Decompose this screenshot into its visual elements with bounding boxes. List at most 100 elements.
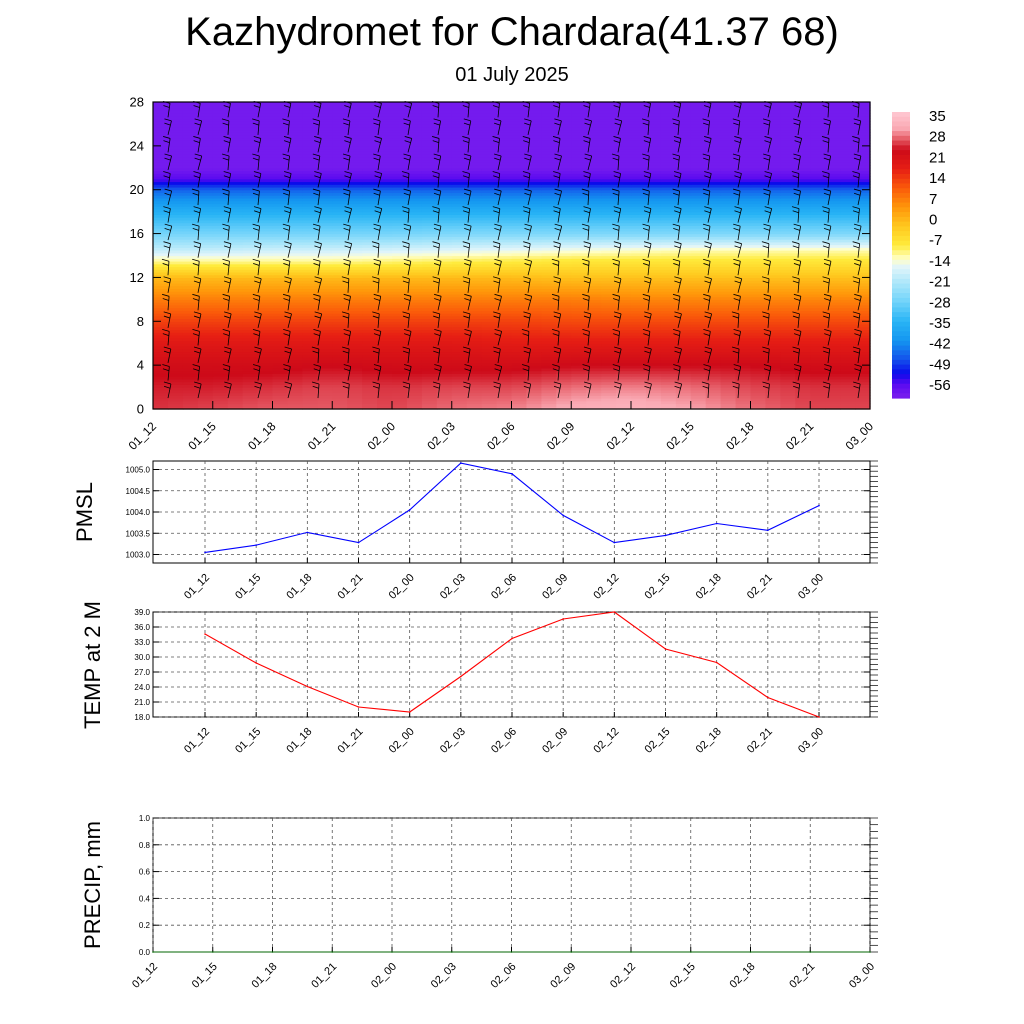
temperature-cell [631,123,647,128]
temperature-cell [182,192,199,196]
temperature-cell [332,129,348,133]
temperature-cell [511,351,528,355]
temperature-cell [541,274,557,279]
temperature-cell [616,192,632,196]
temperature-cell [466,263,483,268]
temperature-cell [436,258,453,262]
temperature-cell [287,285,303,289]
temperature-cell [392,293,408,298]
temperature-cell [840,189,856,194]
temperature-cell [690,376,707,380]
temperature-cell [735,315,752,320]
temperature-cell [601,203,617,207]
temperature-cell [720,340,737,344]
temperature-cell [347,310,363,314]
temperature-cell [810,376,826,380]
temperature-cell [780,129,796,133]
temperature-cell [855,291,871,295]
temperature-cell [227,173,244,177]
temperature-cell [421,236,438,240]
temperature-cell [421,376,438,380]
temperature-cell [392,145,408,150]
temperature-cell [167,304,184,309]
temperature-cell [332,403,348,407]
temperature-cell [810,192,826,196]
temperature-cell [153,250,169,254]
temperature-cell [765,258,781,262]
temperature-cell [795,173,811,177]
temperature-cell [616,326,632,331]
temperature-cell [645,310,662,314]
temperature-cell [347,123,363,128]
temperature-cell [227,162,244,166]
temperature-cell [421,362,438,366]
temperature-cell [332,389,348,394]
temperature-cell [690,140,707,144]
temperature-cell [317,274,333,279]
temperature-cell [227,285,244,289]
temperature-cell [153,197,169,202]
temperature-cell [556,321,572,325]
temperature-cell [257,123,274,128]
temperature-cell [197,239,214,243]
temperature-cell [511,296,528,300]
temperature-cell [675,170,692,174]
temperature-cell [362,192,378,196]
temperature-cell [690,156,707,161]
temperature-cell [556,356,572,361]
temperature-cell [436,151,453,155]
temperature-cell [242,277,259,281]
temperature-cell [526,137,542,141]
temperature-cell [392,340,408,344]
temperature-cell [780,192,796,196]
temperature-cell [377,203,393,207]
temperature-cell [496,376,513,380]
temperature-cell [302,362,318,366]
temperature-cell [436,239,453,243]
temperature-cell [421,348,438,353]
temperature-cell [855,195,871,199]
temperature-cell [167,282,184,287]
temperature-cell [795,255,811,259]
temperature-cell [347,239,363,243]
temperature-cell [332,225,348,229]
temperature-cell [436,285,453,289]
temperature-cell [496,219,513,224]
temperature-cell [720,293,737,298]
temperature-cell [780,123,796,128]
temperature-cell [690,208,707,213]
temperature-cell [167,302,184,306]
temperature-cell [601,217,617,221]
temperature-cell [780,266,796,270]
temperature-cell [720,123,737,128]
temperature-cell [675,398,692,402]
temperature-cell [631,208,647,213]
temperature-cell [556,239,572,243]
temperature-cell [332,236,348,240]
temperature-cell [257,334,274,339]
temperature-cell [362,156,378,161]
temperature-cell [302,384,318,388]
temperature-cell [481,392,498,396]
temperature-cell [227,140,244,144]
temperature-cell [347,381,363,385]
temperature-cell [705,203,722,207]
temperature-cell [496,132,513,136]
temperature-cell [526,285,542,289]
temperature-cell [631,269,647,273]
temperature-cell [153,222,169,226]
temperature-cell [242,406,259,410]
temperature-cell [182,156,199,161]
temperature-cell [347,269,363,273]
temperature-cell [631,203,647,207]
temperature-cell [541,176,557,180]
temperature-cell [242,269,259,273]
temperature-cell [257,365,274,369]
temperature-cell [645,293,662,298]
temperature-cell [795,348,811,353]
temperature-cell [302,302,318,306]
temperature-cell [825,321,841,325]
temperature-cell [197,378,214,383]
temperature-cell [690,222,707,226]
temperature-cell [616,230,632,235]
